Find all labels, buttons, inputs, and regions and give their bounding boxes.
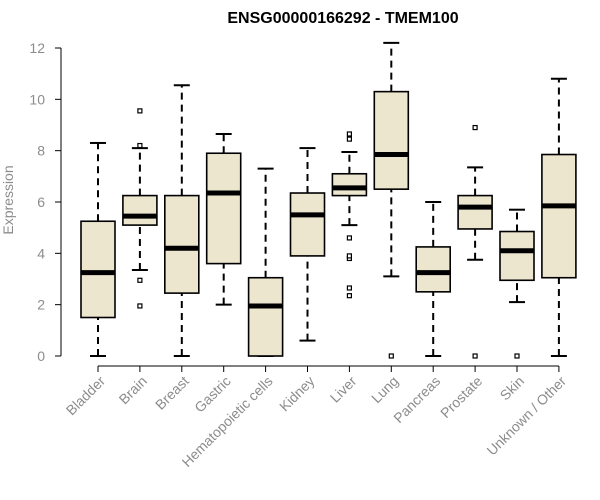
box-breast	[164, 84, 200, 357]
box-gastric	[205, 132, 242, 306]
outlier-point	[472, 353, 478, 359]
outlier-point	[346, 293, 352, 299]
iqr-box	[415, 246, 452, 293]
outlier-point	[137, 277, 143, 283]
y-tick-label: 6	[37, 194, 45, 210]
chart-title: ENSG00000166292 - TMEM100	[227, 10, 458, 27]
y-tick-label: 8	[37, 143, 45, 159]
box-unknown-other	[541, 77, 577, 357]
iqr-box	[499, 230, 535, 282]
boxes-group	[80, 41, 577, 359]
box-liver	[331, 131, 368, 299]
iqr-box	[205, 152, 242, 265]
outlier-point	[137, 303, 143, 309]
box-brain	[122, 108, 158, 309]
box-hematopoietic-cells	[247, 167, 284, 357]
outlier-point	[346, 253, 352, 259]
box-lung	[373, 41, 410, 359]
box-skin	[499, 208, 535, 359]
iqr-box	[247, 276, 284, 357]
box-bladder	[80, 141, 116, 357]
outlier-point	[137, 108, 143, 114]
iqr-box	[164, 194, 200, 294]
iqr-box	[457, 194, 493, 230]
iqr-box	[80, 220, 116, 319]
x-tick-label: Breast	[152, 373, 192, 413]
x-tick-label: Liver	[327, 373, 360, 406]
y-tick-label: 2	[37, 297, 45, 313]
outlier-point	[346, 131, 352, 137]
x-tick-label: Lung	[368, 373, 401, 406]
outlier-point	[388, 353, 394, 359]
x-tick-label: Bladder	[63, 373, 109, 419]
x-tick-label: Skin	[497, 373, 528, 404]
box-pancreas	[415, 201, 452, 357]
x-tick-label: Prostate	[437, 373, 485, 421]
x-tick-label: Brain	[116, 373, 150, 407]
outlier-point	[346, 235, 352, 241]
iqr-box	[541, 153, 577, 279]
box-kidney	[289, 147, 326, 342]
x-tick-label: Unknown / Other	[483, 373, 569, 459]
outlier-point	[514, 353, 520, 359]
outlier-point	[346, 136, 352, 142]
y-tick-label: 4	[37, 245, 45, 261]
iqr-box	[331, 172, 368, 197]
y-axis-label: Expression	[0, 165, 16, 234]
y-tick-label: 0	[37, 348, 45, 364]
outlier-point	[472, 124, 478, 131]
iqr-box	[373, 90, 410, 190]
y-tick-label: 12	[29, 40, 45, 56]
x-tick-label: Kidney	[276, 373, 318, 415]
y-tick-label: 10	[29, 91, 45, 107]
iqr-box	[289, 192, 326, 257]
y-axis: 0 2 4 6 8 10 12	[29, 40, 62, 364]
box-prostate	[457, 124, 493, 359]
x-tick-label: Pancreas	[390, 373, 443, 426]
outlier-point	[346, 285, 352, 291]
iqr-box	[122, 194, 158, 226]
outlier-point	[137, 142, 143, 149]
